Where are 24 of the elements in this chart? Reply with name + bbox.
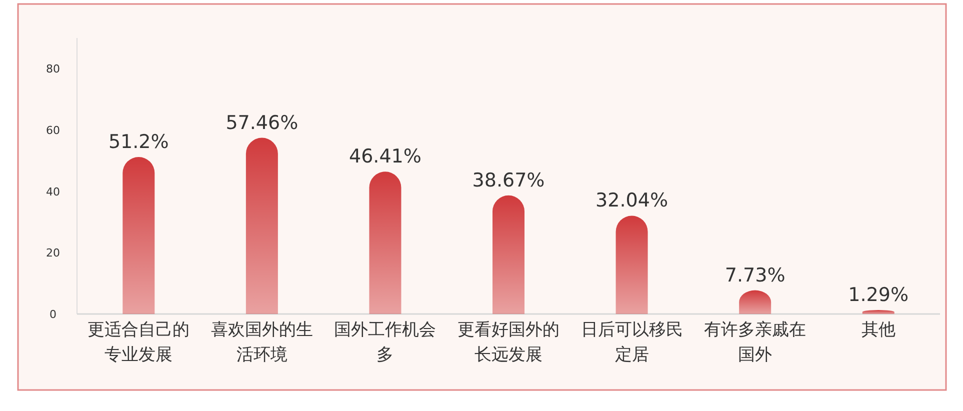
y-tick-label: 0 xyxy=(50,308,56,321)
y-tick-label: 40 xyxy=(46,185,60,198)
data-label: 46.41% xyxy=(348,146,422,168)
data-label: 51.2% xyxy=(108,130,169,153)
bar xyxy=(122,157,155,314)
data-label: 32.04% xyxy=(596,190,668,212)
x-tick-label: 喜欢国外的生活环境 xyxy=(210,319,314,367)
data-label: 38.67% xyxy=(472,169,545,192)
x-tick-label: 有许多亲戚在国外 xyxy=(703,319,808,367)
bar xyxy=(369,172,402,314)
x-tick-label: 其他 xyxy=(860,319,896,342)
bar xyxy=(246,138,278,314)
y-tick-label: 80 xyxy=(46,62,60,76)
x-tick-label: 更适合自己的专业发展 xyxy=(86,319,191,367)
data-label: 57.46% xyxy=(226,112,298,134)
data-label: 1.29% xyxy=(848,284,909,306)
data-label: 7.73% xyxy=(724,264,786,286)
bar xyxy=(616,216,648,314)
x-tick-label: 国外工作机会多 xyxy=(333,319,438,367)
y-tick-label: 20 xyxy=(46,246,60,260)
bar xyxy=(492,195,524,314)
x-tick-label: 更看好国外的长远发展 xyxy=(456,319,560,367)
y-tick-label: 60 xyxy=(46,124,60,137)
x-tick-label: 日后可以移民定居 xyxy=(580,319,684,367)
